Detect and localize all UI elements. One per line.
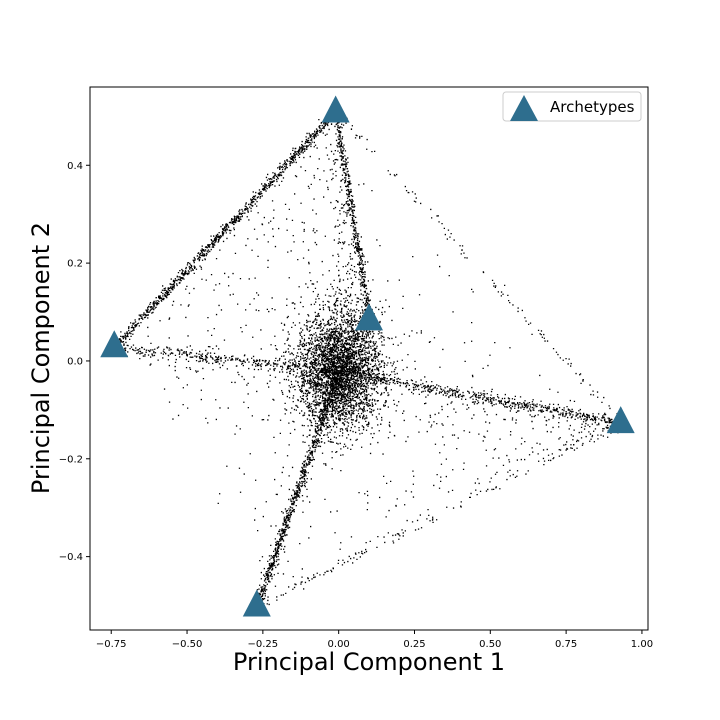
y-axis-ticks: −0.4 −0.2 0.0 0.2 0.4 — [59, 161, 90, 563]
y-tick-label: −0.2 — [59, 454, 83, 465]
archetype-triangle — [355, 303, 383, 331]
x-axis-ticks: −0.75 −0.50 −0.25 0.00 0.25 0.50 0.75 1.00 — [96, 630, 653, 650]
x-tick-label: −0.50 — [172, 639, 203, 650]
x-tick-label: 0.25 — [403, 639, 425, 650]
legend-box — [502, 91, 642, 122]
x-axis-label: Principal Component 1 — [233, 648, 505, 676]
x-tick-label: 0.00 — [328, 639, 350, 650]
y-axis-label: Principal Component 2 — [27, 222, 55, 494]
legend-triangle-icon — [510, 95, 538, 121]
sample-dots — [111, 107, 624, 610]
archetype-triangle — [100, 330, 129, 358]
y-tick-label: 0.0 — [67, 356, 83, 367]
archetype-triangle — [242, 589, 271, 617]
x-tick-label: 0.50 — [479, 639, 501, 650]
x-tick-label: −0.75 — [96, 639, 127, 650]
archetype-triangle — [606, 406, 635, 434]
y-tick-label: 0.2 — [67, 259, 83, 270]
y-tick-label: 0.4 — [67, 161, 83, 172]
x-tick-label: 1.00 — [631, 639, 653, 650]
legend: Archetypes — [502, 91, 642, 122]
x-tick-label: 0.75 — [555, 639, 577, 650]
archetype-triangle — [321, 95, 350, 123]
legend-label: Archetypes — [550, 98, 635, 116]
sample-points — [111, 107, 624, 610]
y-tick-label: −0.4 — [59, 552, 83, 563]
archetype-markers — [100, 95, 635, 617]
x-tick-label: −0.25 — [248, 639, 279, 650]
